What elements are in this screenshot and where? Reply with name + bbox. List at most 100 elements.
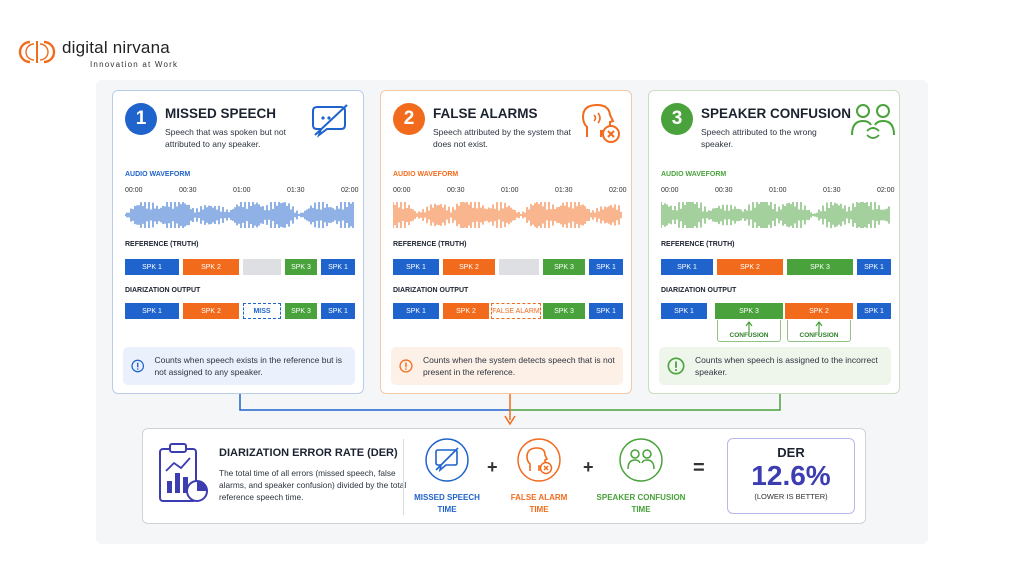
segment: SPK 2 [443, 259, 495, 275]
time-tick: 01:30 [287, 187, 305, 194]
segment-gap [499, 259, 539, 275]
output-bar: SPK 1 SPK 2 FALSE ALARM SPK 3 SPK 1 [393, 303, 623, 319]
segment: SPK 1 [321, 303, 355, 319]
output-label: DIARIZATION OUTPUT [393, 287, 469, 294]
reference-bar: SPK 1 SPK 2 SPK 3 SPK 1 [125, 259, 355, 275]
plus-operator: + [583, 457, 594, 477]
term-label: TIME [529, 505, 549, 514]
panel-false-alarms: 2 FALSE ALARMS Speech attributed by the … [380, 90, 632, 394]
step-number: 1 [125, 103, 157, 135]
chat-slash-icon [312, 104, 348, 138]
confusion-label: CONFUSION [717, 320, 781, 342]
time-tick: 02:00 [341, 187, 359, 194]
audio-waveform [125, 202, 354, 228]
confusion-arrows [745, 321, 823, 335]
time-tick: 00:00 [661, 187, 679, 194]
segment: SPK 2 [183, 259, 239, 275]
panel-missed-speech: 1 MISSED SPEECH Speech that was spoken b… [112, 90, 364, 394]
term-label: FALSE ALARM [510, 493, 568, 502]
output-bar: SPK 1 SPK 2 MISS SPK 3 SPK 1 [125, 303, 355, 319]
chat-slash-icon [425, 438, 469, 482]
segment: SPK 3 [543, 303, 585, 319]
output-bar: SPK 1 SPK 3 SPK 2 SPK 1 [661, 303, 891, 319]
panel-title: SPEAKER CONFUSION [701, 106, 852, 121]
time-tick: 01:00 [233, 187, 251, 194]
time-tick: 00:30 [179, 187, 197, 194]
term-speaker-confusion: SPEAKER CONFUSION TIME [591, 437, 691, 516]
der-summary-panel: DIARIZATION ERROR RATE (DER) The total t… [142, 428, 866, 524]
reference-label: REFERENCE (TRUTH) [393, 241, 467, 248]
panel-description: Speech that was spoken but not attribute… [165, 127, 286, 149]
brand-tagline: Innovation at Work [90, 60, 179, 69]
der-description: The total time of all errors (missed spe… [219, 468, 407, 503]
time-tick: 00:00 [393, 187, 411, 194]
head-speaking-x-icon [517, 438, 561, 482]
time-tick: 01:00 [501, 187, 519, 194]
panel-title: FALSE ALARMS [433, 106, 538, 121]
note-text: Counts when the system detects speech th… [422, 355, 615, 377]
time-axis: 00:00 00:30 01:00 01:30 02:00 [125, 187, 359, 197]
waveform-label: AUDIO WAVEFORM [393, 171, 459, 178]
time-tick: 00:30 [715, 187, 733, 194]
time-tick: 02:00 [877, 187, 895, 194]
note-box: Counts when the system detects speech th… [391, 347, 623, 385]
false-alarm-segment: FALSE ALARM [491, 303, 541, 319]
term-label: MISSED SPEECH [414, 493, 480, 502]
segment: SPK 1 [125, 303, 179, 319]
segment: SPK 3 [285, 259, 317, 275]
segment: SPK 3 [285, 303, 317, 319]
note-text: Counts when speech exists in the referen… [154, 355, 343, 377]
segment: SPK 1 [589, 259, 623, 275]
time-tick: 02:00 [609, 187, 627, 194]
term-false-alarm: FALSE ALARM TIME [489, 437, 589, 516]
time-tick: 00:00 [125, 187, 143, 194]
segment: SPK 2 [443, 303, 489, 319]
reference-label: REFERENCE (TRUTH) [661, 241, 735, 248]
reference-label: REFERENCE (TRUTH) [125, 241, 199, 248]
brand-name: digital nirvana [62, 38, 170, 57]
term-missed-speech: MISSED SPEECH TIME [397, 437, 497, 516]
segment: SPK 3 [543, 259, 585, 275]
panel-title: MISSED SPEECH [165, 106, 277, 121]
audio-waveform [661, 202, 890, 228]
brand-logo: digital nirvana Innovation at Work [18, 38, 188, 72]
miss-segment: MISS [243, 303, 281, 319]
panel-speaker-confusion: 3 SPEAKER CONFUSION Speech attributed to… [648, 90, 900, 394]
der-value: 12.6% [751, 460, 831, 491]
step-number: 3 [661, 103, 693, 135]
segment: SPK 3 [715, 303, 783, 319]
reference-bar: SPK 1 SPK 2 SPK 3 SPK 1 [661, 259, 891, 275]
confusion-label: CONFUSION [787, 320, 851, 342]
note-text: Counts when speech is assigned to the in… [695, 355, 878, 377]
people-swap-icon [619, 438, 663, 482]
note-box: Counts when speech is assigned to the in… [659, 347, 891, 385]
der-label: DER [777, 445, 805, 460]
reference-bar: SPK 1 SPK 2 SPK 3 SPK 1 [393, 259, 623, 275]
der-title: DIARIZATION ERROR RATE (DER) [219, 447, 398, 459]
info-alert-icon [131, 359, 145, 373]
note-box: Counts when speech exists in the referen… [123, 347, 355, 385]
info-alert-icon [399, 359, 413, 373]
waveform-label: AUDIO WAVEFORM [125, 171, 191, 178]
segment: SPK 1 [321, 259, 355, 275]
logo-mark-icon [18, 40, 56, 64]
time-axis: 00:00 00:30 01:00 01:30 02:00 [661, 187, 895, 197]
segment: SPK 1 [857, 303, 891, 319]
term-label: SPEAKER CONFUSION [596, 493, 686, 502]
segment-gap [243, 259, 281, 275]
segment: SPK 1 [393, 303, 439, 319]
divider [403, 439, 404, 515]
waveform-label: AUDIO WAVEFORM [661, 171, 727, 178]
segment: SPK 3 [787, 259, 853, 275]
time-tick: 00:30 [447, 187, 465, 194]
segment: SPK 1 [661, 259, 713, 275]
segment: SPK 1 [589, 303, 623, 319]
info-alert-icon [667, 357, 685, 375]
output-label: DIARIZATION OUTPUT [661, 287, 737, 294]
der-note: (LOWER IS BETTER) [754, 492, 828, 501]
segment: SPK 1 [661, 303, 707, 319]
panel-description: Speech attributed to the wrong speaker. [701, 127, 817, 149]
plus-operator: + [487, 457, 498, 477]
audio-waveform [393, 202, 622, 228]
